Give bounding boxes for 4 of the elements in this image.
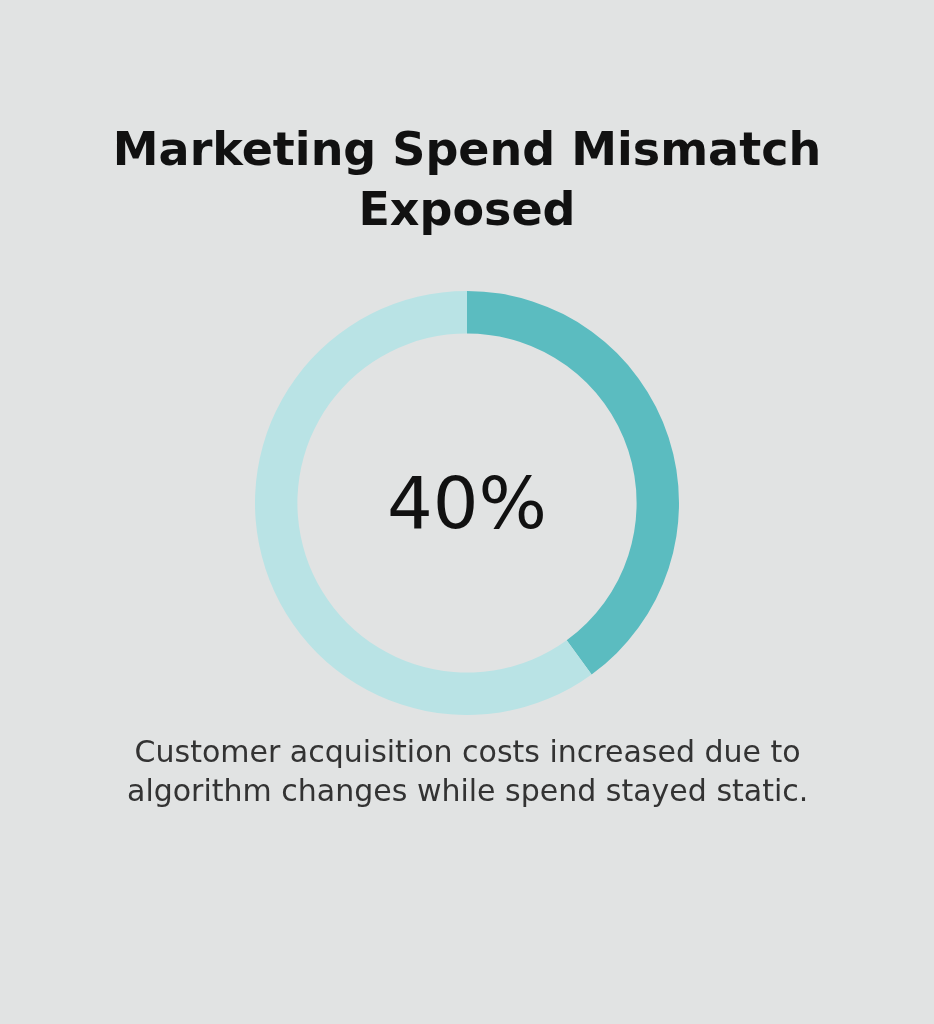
data-label: 40% xyxy=(387,461,548,545)
text: Customer acquisition costs increased due to algorithm changes while spend stayed static. xyxy=(127,734,809,808)
donut-slice xyxy=(255,291,592,715)
chart-title: Marketing Spend Mismatch Exposed xyxy=(112,122,822,236)
